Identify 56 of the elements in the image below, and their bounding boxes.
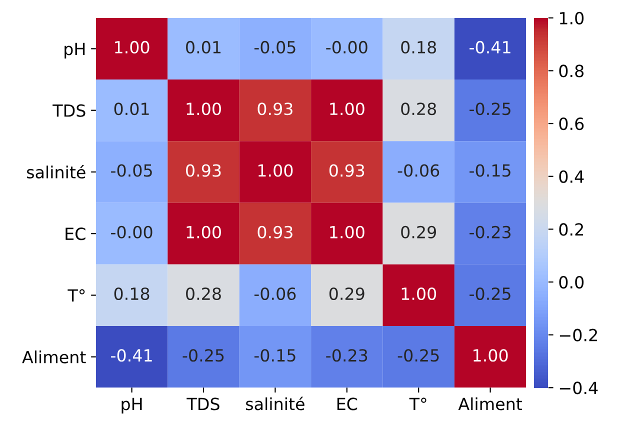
y-tick-label: Aliment — [22, 350, 86, 364]
data-label: -0.15 — [254, 349, 296, 362]
data-label: -0.23 — [470, 226, 511, 238]
y-tick-label: salinité — [26, 164, 86, 179]
data-label: 1.00 — [186, 226, 221, 238]
data-label: -0.05 — [111, 164, 152, 177]
data-label: 0.28 — [186, 287, 221, 300]
data-label: 0.93 — [258, 102, 292, 116]
data-label: -0.00 — [326, 40, 368, 54]
data-label: 0.93 — [258, 226, 292, 238]
data-label: 1.00 — [186, 102, 221, 116]
data-label: -0.25 — [470, 287, 510, 300]
data-label: -0.41 — [470, 40, 510, 54]
data-label: -0.06 — [398, 164, 440, 177]
data-label: 0.93 — [329, 164, 364, 177]
data-label: 1.00 — [330, 226, 364, 238]
data-label: 1.00 — [115, 40, 150, 54]
x-tick-label: pH — [122, 398, 142, 414]
color-bar-label: −0.2 — [560, 328, 597, 342]
y-tick-label: EC — [66, 228, 86, 240]
data-label: 1.00 — [330, 102, 364, 116]
color-bar-label: 0.4 — [559, 170, 584, 183]
data-label: -0.25 — [398, 349, 439, 362]
color-bar-label: −0.4 — [560, 382, 598, 394]
color-bar-label: 0.6 — [559, 118, 584, 130]
data-label: 0.18 — [401, 40, 436, 54]
data-label: 0.29 — [329, 287, 364, 300]
data-label: 0.29 — [401, 226, 436, 238]
data-label: 1.00 — [474, 349, 508, 362]
data-label: -0.06 — [254, 287, 296, 300]
data-label: -0.05 — [254, 40, 296, 54]
color-bar-label: 1.0 — [560, 12, 584, 24]
y-tick-label: T° — [68, 289, 85, 302]
x-tick-label: salinité — [246, 396, 304, 410]
data-label: 0.18 — [114, 287, 150, 300]
x-tick-label: Aliment — [458, 397, 522, 410]
color-bar-label: 0.8 — [559, 64, 584, 78]
data-label: -0.41 — [111, 349, 152, 362]
y-tick-label: pH — [64, 42, 85, 59]
x-tick-label: EC — [337, 398, 358, 410]
data-label: 0.01 — [114, 102, 149, 116]
data-label: 0.01 — [186, 40, 221, 54]
data-label: -0.25 — [470, 102, 510, 116]
data-label: -0.23 — [326, 349, 368, 362]
data-label: -0.15 — [470, 164, 510, 177]
x-tick-label: T° — [409, 398, 426, 410]
data-label: 0.28 — [401, 102, 436, 116]
x-tick-label: TDS — [186, 398, 220, 410]
color-bar-label: 0.2 — [559, 223, 583, 236]
data-label: -0.00 — [111, 226, 152, 238]
data-label: 1.00 — [258, 164, 293, 177]
data-label: -0.25 — [182, 349, 224, 362]
y-tick-label: TDS — [52, 104, 86, 117]
data-label: 0.93 — [186, 164, 221, 177]
color-bar-label: 0.0 — [559, 276, 584, 289]
data-label: 1.00 — [402, 287, 436, 300]
